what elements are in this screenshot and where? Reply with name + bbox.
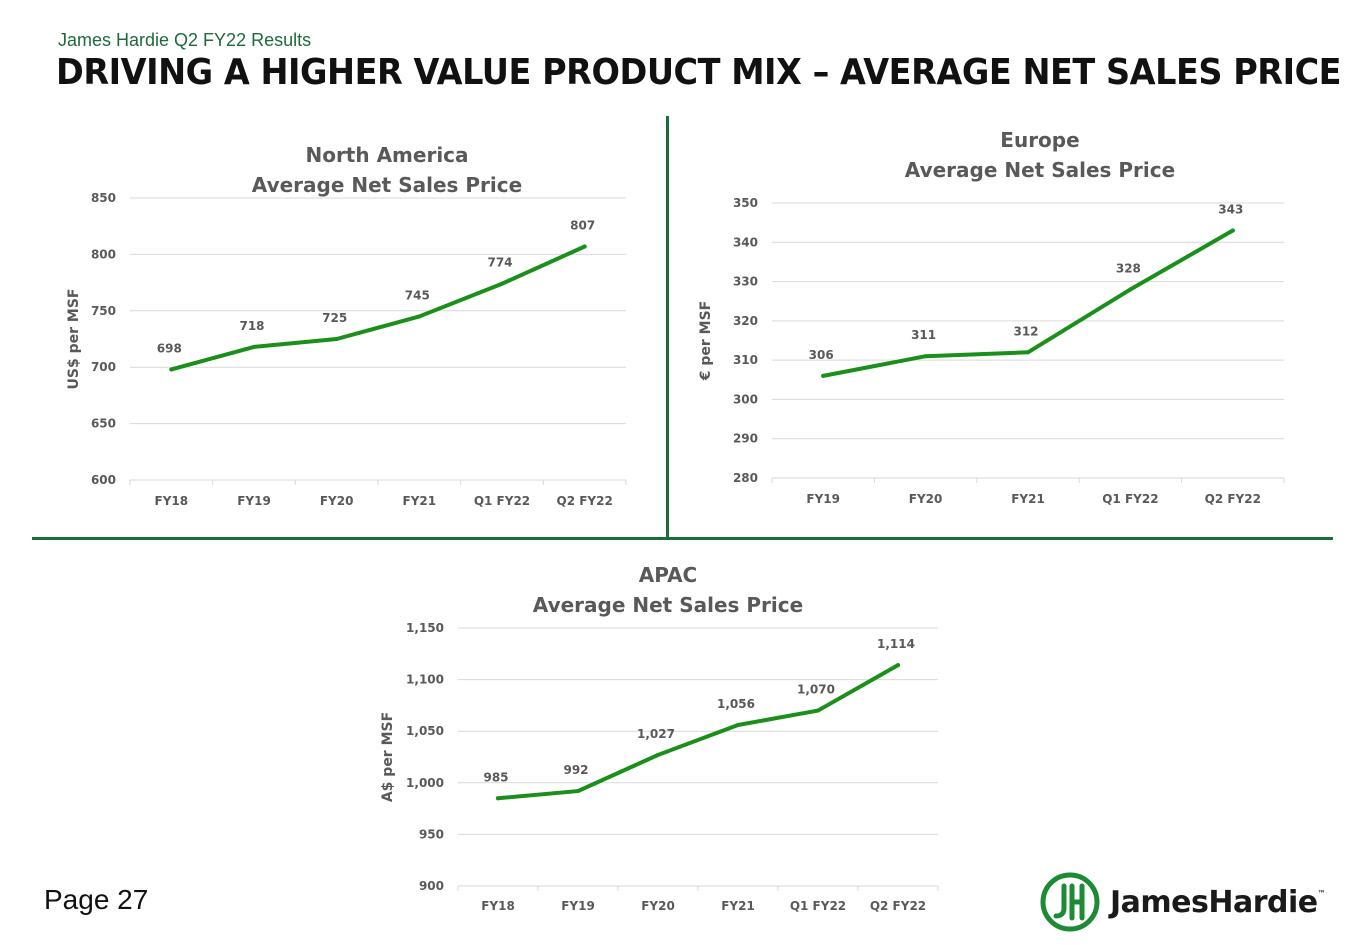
data-label: 1,056 (717, 697, 755, 711)
x-tick-label: FY20 (320, 494, 354, 508)
chart-title-line1: Europe (1000, 128, 1079, 152)
james-hardie-emblem-icon (1040, 872, 1100, 932)
data-point (821, 373, 826, 378)
data-label: 306 (809, 348, 834, 362)
y-tick-label: 700 (91, 360, 116, 374)
data-label: 718 (239, 319, 264, 333)
logo-wordmark: JamesHardie™ (1110, 884, 1326, 920)
series-line (169, 244, 587, 372)
x-tick-label: Q2 FY22 (870, 899, 926, 913)
y-axis-label: A$ per MSF (380, 712, 396, 802)
y-tick-label: 280 (733, 471, 758, 485)
x-tick-label: Q2 FY22 (557, 494, 613, 508)
y-tick-label: 320 (733, 314, 758, 328)
x-tick-label: Q2 FY22 (1205, 492, 1261, 506)
north-america-chart: North America Average Net Sales Price 600 6… (66, 143, 627, 508)
y-tick-label: 300 (733, 392, 758, 406)
y-tick-label: 1,150 (406, 621, 444, 635)
data-label: 328 (1116, 261, 1141, 275)
y-axis-label: US$ per MSF (66, 289, 82, 390)
data-label: 343 (1218, 203, 1243, 217)
chart-title-line1: North America (305, 143, 468, 167)
data-point (896, 663, 900, 668)
y-tick-label: 310 (733, 353, 758, 367)
y-tick-label: 1,100 (406, 673, 444, 687)
chart-title-line2: Average Net Sales Price (252, 173, 522, 197)
y-tick-label: 900 (419, 879, 444, 893)
series-line (496, 663, 900, 801)
data-point (496, 796, 500, 801)
data-label: 992 (563, 763, 588, 777)
data-point (736, 723, 740, 728)
x-tick-label: FY20 (641, 899, 675, 913)
data-point (1026, 350, 1030, 355)
data-point (1128, 287, 1133, 292)
data-point (334, 337, 339, 341)
data-label: 807 (570, 219, 595, 233)
data-label: 311 (911, 328, 936, 342)
x-tick-label: Q1 FY22 (790, 899, 846, 913)
x-tick-label: FY19 (806, 492, 840, 506)
europe-chart: Europe Average Net Sales Price 280 290 300 31… (698, 128, 1285, 506)
data-point (1230, 228, 1235, 233)
x-tick-label: FY18 (481, 899, 515, 913)
data-point (500, 281, 504, 286)
x-tick-label: FY18 (155, 494, 189, 508)
page-number: Page 27 (44, 884, 149, 915)
data-label: 312 (1013, 324, 1038, 338)
y-tick-label: 750 (91, 304, 116, 318)
page-title: DRIVING A HIGHER VALUE PRODUCT MIX – AVE… (56, 52, 1342, 93)
chart-title-line2: Average Net Sales Price (533, 593, 803, 617)
james-hardie-logo: JamesHardie™ (1040, 872, 1326, 932)
data-point (656, 752, 660, 757)
data-label: 1,027 (637, 727, 675, 741)
data-label: 774 (487, 256, 512, 270)
data-point (923, 354, 928, 359)
chart-title-line1: APAC (639, 563, 697, 587)
vertical-divider (666, 116, 669, 538)
data-point (576, 789, 580, 794)
data-label: 725 (322, 311, 347, 325)
y-tick-label: 600 (91, 473, 116, 487)
apac-chart: APAC Average Net Sales Price 900 950 1,000 1,… (380, 563, 939, 913)
data-point (816, 708, 820, 713)
horizontal-divider (32, 537, 1333, 540)
x-tick-label: Q1 FY22 (474, 494, 530, 508)
y-tick-label: 850 (91, 191, 116, 205)
chart-title-line2: Average Net Sales Price (905, 158, 1175, 182)
data-label: 698 (157, 341, 182, 355)
data-label: 745 (405, 288, 430, 302)
y-tick-label: 340 (733, 235, 758, 249)
data-point (417, 314, 422, 319)
x-tick-label: FY19 (237, 494, 271, 508)
x-tick-label: FY21 (1011, 492, 1045, 506)
y-tick-label: 1,050 (406, 724, 444, 738)
x-tick-label: FY21 (403, 494, 437, 508)
data-label: 1,070 (797, 683, 835, 697)
data-label: 1,114 (877, 637, 915, 651)
data-label: 985 (483, 770, 508, 784)
y-tick-label: 1,000 (406, 776, 444, 790)
y-axis-label: € per MSF (698, 301, 714, 382)
x-tick-label: FY20 (909, 492, 943, 506)
data-point (169, 367, 174, 372)
x-tick-label: FY21 (721, 899, 755, 913)
data-point (252, 344, 256, 349)
y-tick-label: 800 (91, 247, 116, 261)
x-tick-label: Q1 FY22 (1102, 492, 1158, 506)
y-tick-label: 330 (733, 275, 758, 289)
x-tick-label: FY19 (561, 899, 595, 913)
y-tick-label: 290 (733, 432, 758, 446)
y-tick-label: 950 (419, 827, 444, 841)
y-tick-label: 650 (91, 417, 116, 431)
y-tick-label: 350 (733, 196, 758, 210)
deck-subtitle: James Hardie Q2 FY22 Results (58, 30, 312, 50)
data-point (582, 244, 587, 249)
